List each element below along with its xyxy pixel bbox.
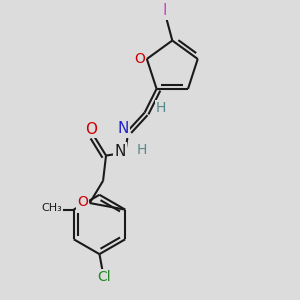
Text: N: N (117, 122, 129, 136)
Text: H: H (136, 142, 147, 157)
Text: N: N (114, 144, 126, 159)
Text: CH₃: CH₃ (42, 203, 62, 213)
Text: Cl: Cl (97, 270, 111, 284)
Text: O: O (85, 122, 97, 137)
Text: H: H (156, 101, 166, 115)
Text: I: I (163, 3, 167, 18)
Text: O: O (77, 194, 88, 208)
Text: O: O (134, 52, 145, 66)
